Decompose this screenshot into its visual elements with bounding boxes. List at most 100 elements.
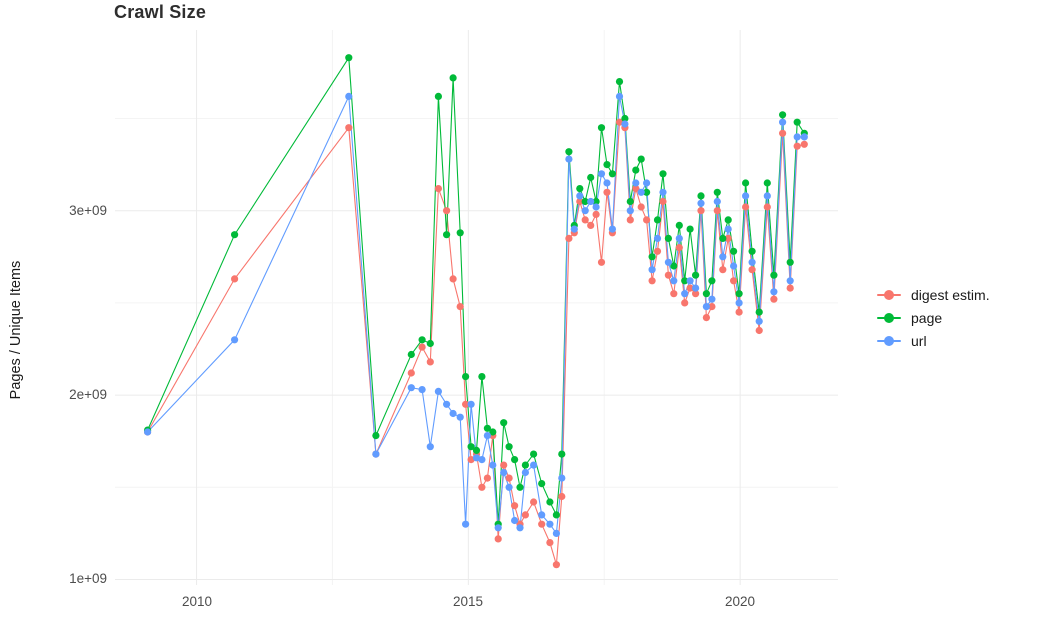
data-point-digest — [719, 266, 727, 274]
data-point-page — [478, 373, 486, 381]
legend-label: digest estim. — [911, 286, 990, 303]
data-point-url — [570, 225, 578, 233]
data-point-url — [521, 468, 530, 477]
data-point-page — [530, 450, 538, 458]
x-axis-tick-label: 2020 — [724, 594, 756, 609]
y-axis-tick-label: 1e+09 — [69, 571, 107, 586]
data-point-digest — [418, 343, 426, 351]
data-point-page — [681, 277, 689, 285]
data-point-digest — [603, 188, 611, 196]
data-point-page — [576, 185, 584, 193]
legend-key-dot — [884, 312, 894, 323]
data-point-url — [576, 192, 584, 200]
data-point-url — [345, 92, 353, 100]
data-point-url — [505, 483, 513, 491]
data-point-url — [608, 225, 617, 233]
data-point-url — [748, 258, 756, 266]
data-point-digest — [558, 492, 566, 501]
data-point-page — [345, 54, 353, 62]
data-point-page — [587, 173, 595, 182]
data-point-digest — [494, 535, 502, 543]
data-point-url — [494, 524, 502, 532]
legend-key-dot — [884, 335, 894, 346]
legend-entry-url: url — [876, 329, 990, 352]
data-point-url — [686, 277, 694, 285]
data-point-digest — [597, 258, 606, 266]
data-point-digest — [702, 314, 711, 322]
data-point-digest — [345, 124, 353, 132]
data-point-digest — [686, 284, 694, 292]
data-point-url — [697, 199, 705, 207]
data-point-digest — [231, 275, 239, 283]
data-point-page — [418, 336, 426, 344]
data-point-digest — [521, 511, 530, 519]
data-point-digest — [449, 275, 457, 283]
data-point-page — [489, 428, 497, 436]
data-point-url — [779, 118, 787, 126]
series-line-digest — [147, 120, 805, 565]
data-point-digest — [664, 271, 673, 279]
data-point-url — [407, 384, 415, 392]
data-point-digest — [538, 520, 546, 528]
data-point-page — [608, 170, 617, 178]
data-point-url — [530, 461, 538, 469]
data-point-page — [748, 247, 756, 255]
data-point-digest — [483, 474, 491, 482]
data-point-url — [719, 253, 727, 261]
data-point-url — [144, 428, 152, 436]
data-point-url — [500, 468, 508, 477]
data-point-digest — [670, 290, 678, 298]
x-axis-tick-label: 2010 — [181, 594, 213, 609]
data-point-digest — [793, 142, 801, 150]
data-point-url — [558, 474, 566, 482]
data-point-digest — [632, 185, 640, 193]
data-point-url — [648, 266, 656, 274]
y-axis-tick-label: 3e+09 — [69, 203, 107, 218]
data-point-digest — [565, 234, 573, 242]
data-point-page — [505, 443, 513, 451]
data-point-page — [763, 179, 771, 187]
data-point-url — [724, 225, 732, 233]
data-point-url — [637, 188, 645, 196]
data-point-url — [597, 170, 606, 178]
data-point-digest — [692, 290, 700, 298]
data-point-page — [713, 188, 721, 196]
data-point-url — [483, 432, 491, 440]
data-point-url — [653, 234, 662, 242]
data-point-url — [565, 155, 573, 163]
chart-title: Crawl Size — [114, 2, 207, 22]
data-point-page — [552, 511, 561, 519]
legend: digest estim. page url — [876, 283, 990, 352]
data-point-url — [426, 443, 434, 451]
data-point-digest — [546, 539, 554, 547]
data-point-url — [742, 192, 750, 200]
data-point-page — [521, 461, 530, 469]
data-point-page — [558, 450, 566, 458]
data-point-url — [770, 288, 778, 296]
data-point-digest — [581, 216, 589, 224]
data-point-page — [592, 197, 600, 206]
data-point-digest — [786, 284, 794, 292]
data-point-url — [516, 524, 524, 532]
data-point-digest — [742, 203, 750, 211]
data-point-url — [472, 454, 481, 462]
data-point-page — [597, 124, 606, 132]
data-point-url — [793, 133, 801, 141]
data-point-page — [407, 350, 415, 359]
data-point-page — [516, 483, 524, 491]
legend-entry-page: page — [876, 306, 990, 329]
data-point-page — [626, 197, 634, 206]
data-point-url — [643, 179, 651, 187]
data-point-url — [730, 262, 738, 270]
data-point-page — [686, 225, 694, 233]
data-point-url — [713, 197, 721, 206]
data-point-url — [552, 529, 561, 538]
data-point-page — [675, 221, 683, 229]
data-point-url — [489, 461, 497, 469]
data-point-page — [719, 234, 727, 242]
data-point-url — [800, 133, 808, 141]
data-point-url — [546, 520, 554, 528]
data-point-digest — [510, 502, 519, 510]
data-point-page — [231, 231, 239, 239]
